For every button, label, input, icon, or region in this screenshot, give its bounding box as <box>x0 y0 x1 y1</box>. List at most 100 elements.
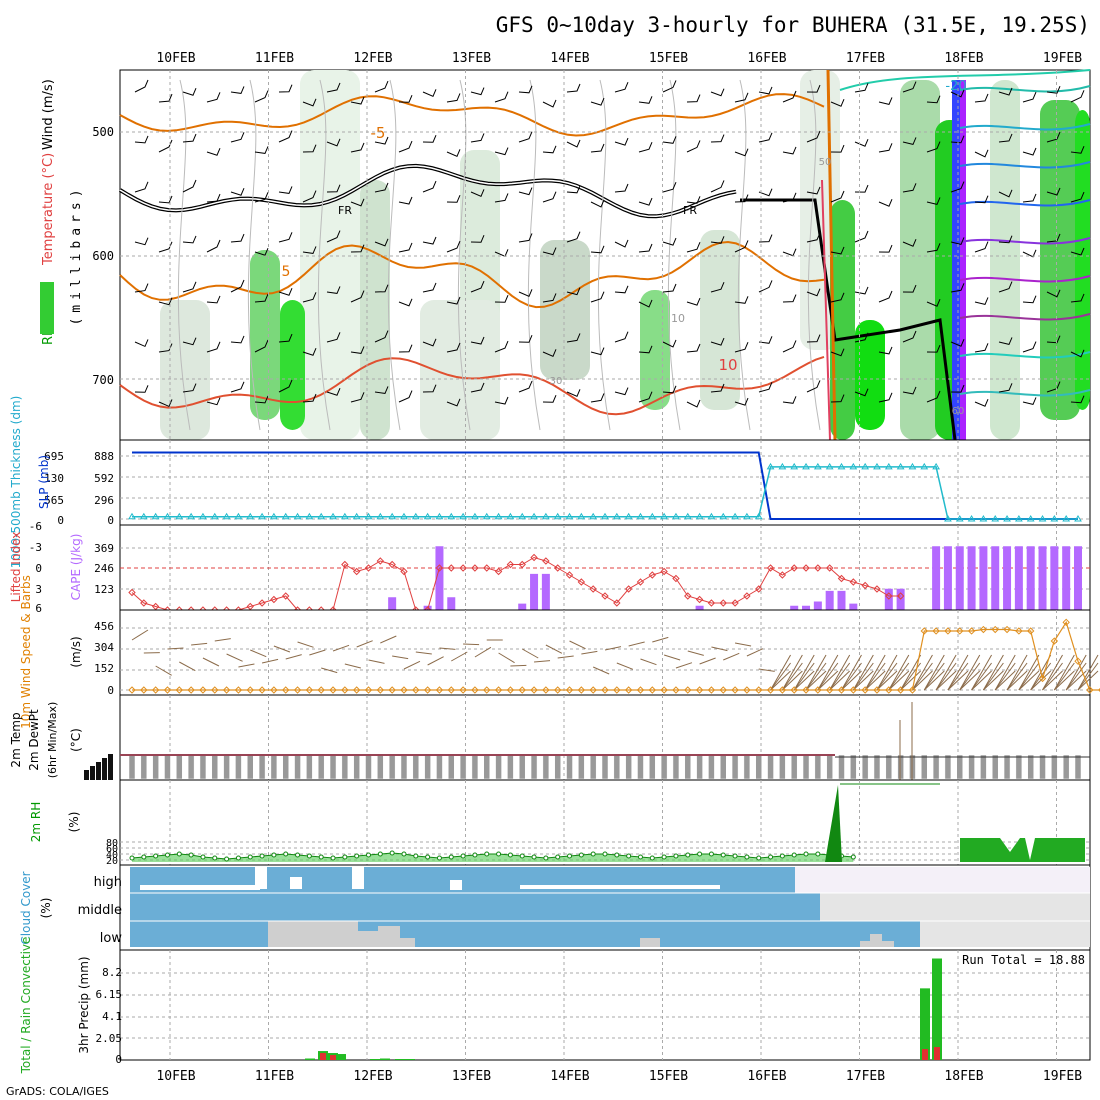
barb <box>278 333 293 343</box>
barb <box>470 235 485 243</box>
thickness-point-55 <box>778 462 787 470</box>
surface-barb-24 <box>415 651 432 655</box>
thickness-point-43 <box>636 512 645 520</box>
rh-patch-11 <box>900 80 940 440</box>
temp-bar-73 <box>991 754 999 780</box>
li-tick-1: -3 <box>29 541 42 554</box>
surface-barb-dense <box>841 654 862 691</box>
cape-bars <box>388 546 1082 610</box>
temp-bar-68 <box>932 754 940 780</box>
temp-bar-29 <box>471 754 479 780</box>
convective-bar-3 <box>934 1047 940 1060</box>
contour-label-2: 10 <box>718 356 737 374</box>
thickness-point-63 <box>873 462 881 470</box>
slp-tick-3: 0 <box>107 514 114 527</box>
wind-point-60 <box>837 686 846 694</box>
barb <box>1022 295 1037 304</box>
wind-point-51 <box>731 686 739 694</box>
temp-bar-33 <box>518 754 526 780</box>
thickness-point-31 <box>494 512 503 520</box>
surface-barb-dense <box>1006 654 1028 691</box>
surface-barb-dense <box>782 670 803 691</box>
wind-point-80 <box>1074 657 1082 665</box>
barb <box>878 392 893 403</box>
barb <box>854 83 869 93</box>
temp-bar-52 <box>743 754 751 780</box>
rh-point-6 <box>200 854 206 860</box>
temp-bar-41 <box>613 754 621 780</box>
cape-tick-0: 369 <box>94 542 114 555</box>
barb <box>998 383 1013 393</box>
ua-ytick-700: 700 <box>92 373 114 387</box>
wind-point-56 <box>790 686 798 694</box>
temp-bar-74 <box>1003 754 1011 780</box>
temp-bar-54 <box>767 754 774 780</box>
barb <box>590 245 605 254</box>
rh-patch-6 <box>640 290 670 410</box>
surface-barb-dense <box>912 670 933 691</box>
barb <box>158 343 173 353</box>
wind-ylabel-units: (m/s) <box>69 636 83 667</box>
barb <box>926 197 941 205</box>
wind-point-67 <box>920 627 928 635</box>
barb <box>710 134 725 143</box>
convective-bar-0 <box>320 1053 326 1060</box>
barb <box>230 188 245 196</box>
wind-point-74 <box>1003 625 1011 634</box>
wind-point-22 <box>388 686 396 694</box>
cape-bar-76 <box>1026 546 1035 610</box>
surface-barb-51 <box>734 642 752 647</box>
wind-point-23 <box>400 686 408 694</box>
barb <box>542 191 557 203</box>
cape-bar-33 <box>518 603 527 610</box>
cape-bar-57 <box>802 605 811 610</box>
cape-bar-79 <box>1062 546 1071 610</box>
barb <box>182 179 197 193</box>
temp-bar-28 <box>459 754 467 780</box>
barb <box>1046 187 1061 196</box>
barb <box>830 99 845 107</box>
surface-barb-4 <box>179 661 196 672</box>
top-date-4: 14FEB <box>550 51 589 66</box>
surface-barb-dense <box>959 670 981 691</box>
surface-barb-dense <box>947 670 969 691</box>
temp-bar-44 <box>649 754 656 780</box>
barb <box>998 189 1013 198</box>
surface-barb-dense <box>864 662 886 691</box>
slp-panel: 695 130 565 0 888 592 296 0 1000-500mb T… <box>9 396 1091 568</box>
rh-shading <box>160 70 1090 440</box>
temp-bar-21 <box>377 754 384 780</box>
wind-tick-3: 0 <box>107 684 114 697</box>
li-point-54 <box>766 564 775 572</box>
barb <box>830 246 845 255</box>
barb <box>686 196 701 204</box>
barb <box>926 141 941 153</box>
thickness-point-37 <box>565 512 574 520</box>
thickness-point-18 <box>340 512 349 520</box>
surface-barb-dense <box>864 670 886 691</box>
rh-contour-5 <box>527 79 541 431</box>
barb <box>278 130 293 143</box>
barb <box>614 239 629 248</box>
barb <box>566 389 581 397</box>
barb <box>182 281 197 293</box>
barb <box>494 193 509 203</box>
surface-barb-dense <box>1053 654 1075 691</box>
rh-legend-swatch <box>40 282 54 334</box>
slp-line <box>132 451 1078 520</box>
wind-point-54 <box>766 686 775 694</box>
surface-barb-dense <box>805 662 827 691</box>
rh-point-15 <box>306 853 312 859</box>
wind-point-35 <box>542 686 550 694</box>
surface-barb-dense <box>971 662 992 691</box>
wind-point-33 <box>518 686 526 694</box>
li-point-21 <box>376 557 385 565</box>
cape-bar-73 <box>991 546 1000 610</box>
wind-point-62 <box>861 686 869 694</box>
li-point-32 <box>506 560 515 569</box>
temp-legend-bar-0 <box>84 770 89 780</box>
cloud-low-0 <box>268 921 358 947</box>
rh-patch-9 <box>830 200 855 440</box>
surface-barb-16 <box>321 667 338 674</box>
wind-point-0 <box>128 686 136 694</box>
